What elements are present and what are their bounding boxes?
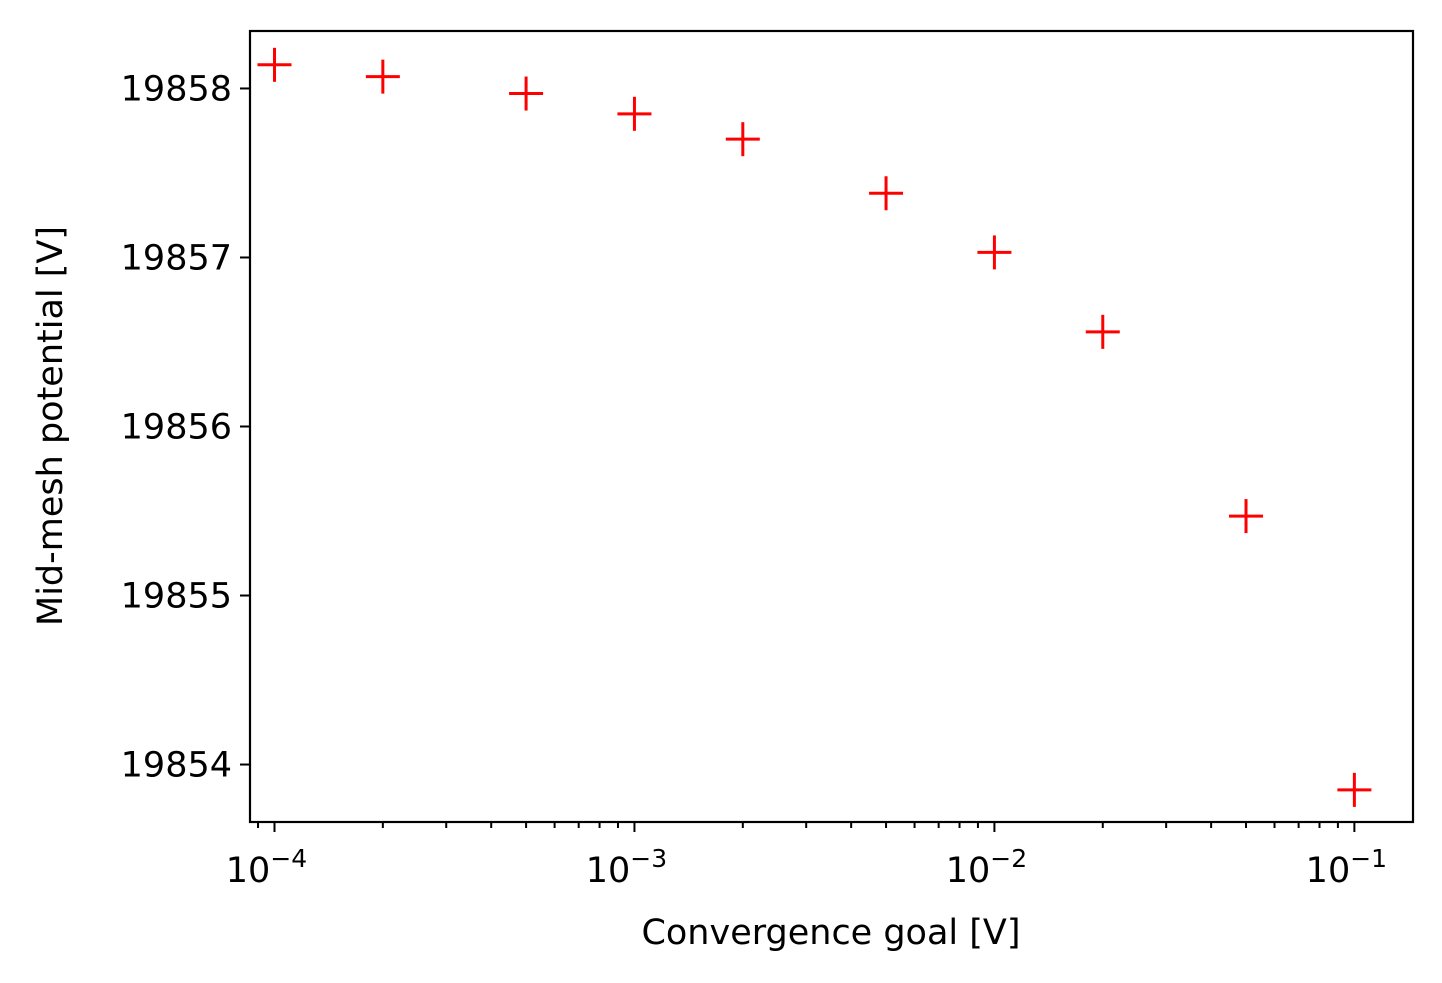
- data-point: [1337, 772, 1372, 807]
- x-axis-label: Convergence goal [V]: [641, 913, 1020, 953]
- y-tick-label: 19858: [121, 69, 232, 109]
- x-axis: 10−4 10−3 10−2 10−1: [226, 822, 1387, 891]
- y-tick-label: 19856: [121, 408, 232, 448]
- data-point: [869, 176, 904, 211]
- data-point: [1085, 314, 1120, 349]
- y-axis-label: Mid-mesh potential [V]: [31, 226, 71, 626]
- x-tick-label: 10−3: [586, 844, 667, 891]
- y-tick-label: 19854: [121, 746, 232, 786]
- data-point: [257, 47, 292, 82]
- data-point: [977, 235, 1012, 270]
- plot-area: [257, 47, 1372, 807]
- data-point: [365, 59, 400, 94]
- y-axis: 19854 19855 19856 19857 19858: [121, 69, 250, 786]
- data-point: [617, 96, 652, 131]
- x-tick-label: 10−4: [226, 844, 307, 891]
- data-point: [725, 122, 760, 157]
- x-tick-label: 10−1: [1306, 844, 1387, 891]
- data-point: [1229, 499, 1264, 534]
- x-tick-label: 10−2: [946, 844, 1027, 891]
- plot-frame: [248, 29, 1415, 824]
- data-point: [509, 76, 544, 111]
- y-tick-label: 19857: [121, 238, 232, 278]
- y-tick-label: 19855: [121, 577, 232, 617]
